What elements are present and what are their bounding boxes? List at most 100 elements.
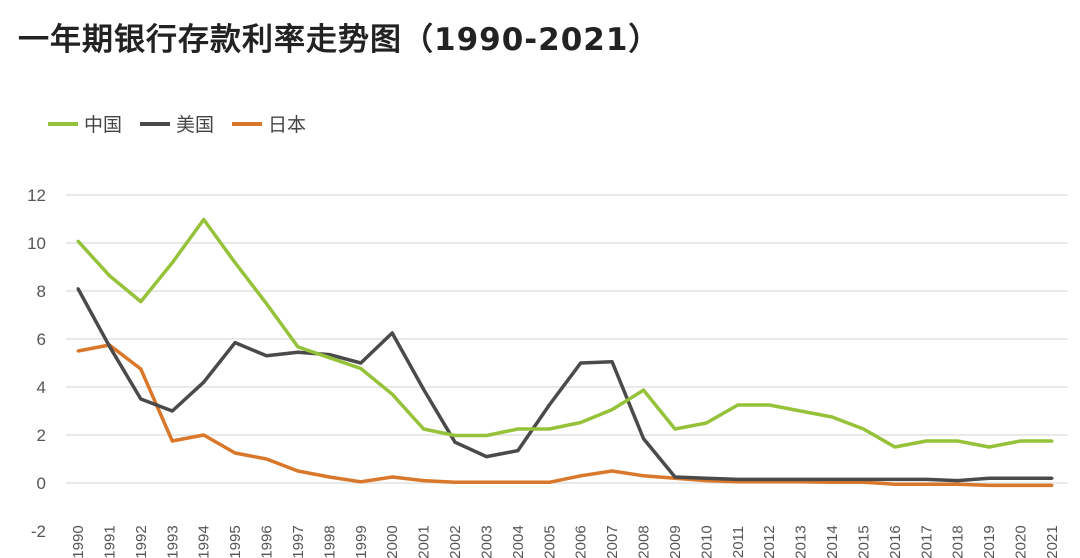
data-point-china [327, 356, 331, 360]
x-tick-label: 2017 [918, 525, 935, 558]
data-point-usa [830, 477, 834, 481]
data-point-usa [359, 361, 363, 365]
x-tick-label: 2016 [887, 525, 904, 558]
data-point-china [202, 217, 206, 221]
data-point-japan [170, 439, 174, 443]
series-line-china [76, 217, 1052, 449]
x-tick-label: 1992 [133, 525, 150, 558]
data-point-japan [202, 433, 206, 437]
x-tick-label: 2007 [604, 525, 621, 558]
data-point-usa [265, 354, 269, 358]
data-point-usa [233, 341, 237, 345]
data-point-china [265, 302, 269, 306]
data-point-china [861, 427, 865, 431]
x-tick-label: 2000 [384, 525, 401, 558]
data-point-usa [107, 344, 111, 348]
data-point-china [359, 367, 363, 371]
data-point-japan [76, 349, 80, 353]
data-point-usa [327, 353, 331, 357]
data-point-usa [139, 397, 143, 401]
data-point-usa [422, 387, 426, 391]
legend: 中国 美国 日本 [48, 110, 306, 137]
x-tick-label: 1991 [101, 525, 118, 558]
data-point-usa [642, 437, 646, 441]
data-point-china [704, 421, 708, 425]
x-tick-label: 1990 [70, 525, 87, 558]
data-point-china [390, 392, 394, 396]
series-line-usa [76, 287, 1052, 483]
data-point-japan [484, 480, 488, 484]
data-point-usa [956, 479, 960, 483]
data-point-china [642, 388, 646, 392]
data-point-china [736, 403, 740, 407]
data-point-china [1019, 439, 1023, 443]
x-tick-label: 2010 [698, 525, 715, 558]
data-point-china [422, 427, 426, 431]
y-tick-label: -2 [31, 522, 46, 541]
legend-label-japan: 日本 [268, 114, 307, 136]
data-point-usa [673, 475, 677, 479]
data-point-japan [390, 475, 394, 479]
data-point-usa [390, 331, 394, 335]
data-point-japan [265, 457, 269, 461]
x-tick-label: 2003 [478, 525, 495, 558]
data-point-japan [861, 480, 865, 484]
data-point-usa [799, 477, 803, 481]
x-tick-label: 2002 [447, 525, 464, 558]
data-point-japan [579, 474, 583, 478]
data-point-china [139, 300, 143, 304]
legend-item-china: 中国 [48, 110, 122, 137]
data-point-usa [1019, 476, 1023, 480]
x-tick-label: 2004 [510, 525, 527, 558]
data-point-japan [422, 479, 426, 483]
x-tick-label: 1994 [196, 525, 213, 558]
y-tick-label: 8 [37, 282, 46, 301]
data-point-china [233, 261, 237, 265]
x-tick-label: 1999 [353, 525, 370, 558]
data-point-japan [1050, 483, 1054, 487]
data-point-china [767, 403, 771, 407]
x-tick-label: 2005 [541, 525, 558, 558]
data-point-japan [516, 480, 520, 484]
legend-item-usa: 美国 [140, 110, 214, 137]
data-point-china [453, 433, 457, 437]
data-point-japan [987, 483, 991, 487]
data-point-china [579, 421, 583, 425]
x-tick-label: 2012 [761, 525, 778, 558]
x-tick-label: 1996 [259, 525, 276, 558]
data-point-china [799, 409, 803, 413]
legend-swatch-usa [140, 121, 171, 126]
x-tick-label: 2011 [730, 526, 747, 558]
data-point-china [76, 239, 80, 243]
legend-swatch-japan [232, 121, 263, 126]
legend-label-usa: 美国 [176, 114, 215, 136]
y-tick-label: 4 [37, 378, 46, 397]
data-point-usa [547, 403, 551, 407]
data-point-china [547, 427, 551, 431]
chart-title: 一年期银行存款利率走势图（1990-2021） [18, 22, 661, 58]
data-point-usa [516, 449, 520, 453]
x-tick-label: 2019 [981, 525, 998, 558]
data-point-usa [202, 380, 206, 384]
data-point-japan [327, 475, 331, 479]
legend-item-japan: 日本 [232, 110, 306, 137]
data-point-usa [610, 360, 614, 364]
x-tick-label: 2013 [793, 525, 810, 558]
data-point-japan [1019, 483, 1023, 487]
data-point-usa [893, 477, 897, 481]
data-point-japan [359, 480, 363, 484]
y-tick-label: 10 [27, 234, 46, 253]
data-point-usa [736, 477, 740, 481]
x-tick-label: 2020 [1013, 525, 1030, 558]
x-tick-label: 2018 [950, 525, 967, 558]
data-point-usa [924, 477, 928, 481]
data-point-japan [830, 480, 834, 484]
x-tick-label: 2014 [824, 525, 841, 558]
series-line-japan [77, 343, 1052, 488]
data-point-usa [1050, 476, 1054, 480]
y-tick-label: 0 [37, 474, 46, 493]
data-point-china [830, 415, 834, 419]
x-tick-label: 2021 [1044, 525, 1061, 558]
data-point-japan [453, 480, 457, 484]
